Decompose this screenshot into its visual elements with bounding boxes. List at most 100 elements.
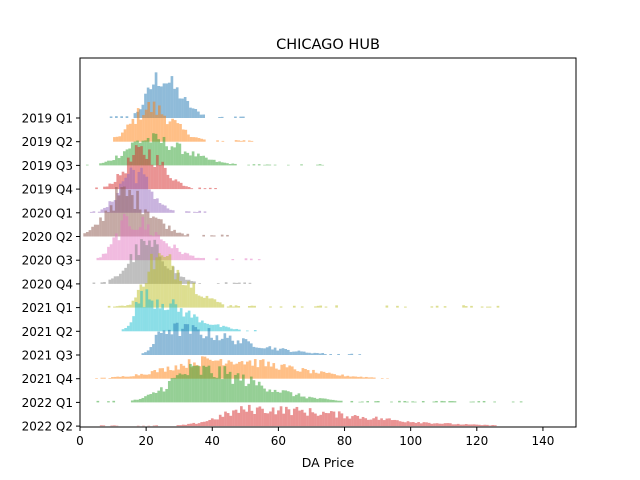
histogram-bar [169, 209, 172, 213]
histogram-bar [289, 392, 293, 403]
histogram-bar [197, 153, 200, 166]
histogram-bar [347, 354, 351, 355]
histogram-bar [398, 421, 402, 427]
histogram-bar [210, 373, 213, 403]
histogram-bar [318, 353, 322, 355]
histogram-bar [411, 401, 414, 403]
histogram-bar [167, 225, 171, 237]
histogram-bar [132, 262, 135, 284]
histogram-bar [99, 217, 102, 237]
histogram-bar [184, 285, 188, 308]
histogram-bar [244, 386, 248, 403]
histogram-bar [274, 414, 278, 427]
histogram-bar [153, 370, 157, 379]
histogram-bar [185, 312, 188, 332]
histogram-bar [306, 415, 309, 427]
histogram-bar [154, 72, 158, 118]
histogram-bar [273, 347, 277, 355]
histogram-bar [128, 189, 131, 237]
histogram-bar [365, 376, 368, 379]
histogram-bar [123, 305, 127, 308]
histogram-bar [239, 343, 243, 355]
histogram-bar [449, 423, 452, 427]
histogram-bar [253, 359, 257, 379]
histogram-bar [230, 361, 233, 379]
histogram-bar [350, 400, 354, 403]
histogram-bar [454, 424, 457, 427]
histogram-bar [443, 401, 446, 403]
histogram-bar [202, 155, 205, 166]
histogram-bar [197, 257, 200, 261]
histogram-bar [195, 294, 198, 308]
histogram-bar [150, 164, 154, 190]
histogram-bar [453, 401, 457, 403]
histogram-bar [161, 161, 164, 190]
histogram-bar [96, 400, 100, 403]
histogram-bar [131, 300, 135, 308]
histogram-bar [121, 270, 125, 284]
histogram-bar [201, 320, 204, 332]
histogram-bar [109, 205, 113, 237]
histogram-bar [220, 162, 224, 166]
histogram-bar [112, 210, 116, 237]
histogram-bar [222, 325, 225, 332]
histogram-bar [486, 424, 489, 427]
histogram-bar [158, 105, 161, 142]
histogram-bar [190, 317, 194, 332]
histogram-bar [152, 133, 155, 166]
histogram-bar [113, 376, 117, 379]
histogram-bar [163, 256, 166, 308]
histogram-bar [173, 88, 176, 118]
histogram-bar [343, 376, 347, 379]
histogram-bar [145, 245, 149, 284]
histogram-bar [138, 398, 142, 403]
histogram-bar [252, 164, 256, 166]
histogram-bar [205, 421, 209, 427]
histogram-bar [247, 404, 251, 427]
histogram-bar [203, 421, 206, 427]
histogram-bar [271, 407, 275, 427]
histogram-bar [351, 416, 354, 427]
histogram-bar [113, 181, 117, 190]
histogram-bar [91, 226, 94, 237]
histogram-bar [186, 152, 190, 166]
histogram-bar [413, 401, 417, 403]
histogram-bar [199, 258, 203, 261]
histogram-bar [128, 226, 131, 261]
histogram-bar [197, 295, 201, 308]
histogram-bar [146, 350, 150, 355]
histogram-bar [128, 148, 131, 166]
histogram-bar [142, 286, 145, 308]
histogram-bar [146, 224, 150, 261]
histogram-bar [132, 169, 135, 213]
histogram-bar [101, 162, 105, 166]
histogram-bar [177, 181, 180, 190]
histogram-bar [186, 324, 190, 355]
histogram-bar [148, 240, 151, 284]
histogram-bar [197, 329, 200, 355]
histogram-bar [173, 244, 176, 261]
histogram-bar [314, 372, 318, 379]
histogram-bar [85, 232, 89, 237]
histogram-bar [199, 374, 203, 403]
histogram-bar [216, 419, 219, 427]
histogram-bar [237, 306, 241, 308]
histogram-bar [242, 338, 245, 355]
x-tick-label: 80 [337, 434, 352, 448]
histogram-bar [174, 365, 178, 379]
histogram-bar [340, 413, 344, 427]
histogram-bar [197, 111, 200, 118]
histogram-bar [173, 377, 176, 403]
histogram-bar [370, 377, 373, 379]
histogram-bar [126, 376, 130, 379]
histogram-bar [480, 425, 484, 427]
histogram-bar [240, 140, 243, 142]
histogram-bar [456, 423, 460, 427]
histogram-bar [218, 414, 222, 427]
histogram-bar [140, 239, 143, 284]
histogram-bar [93, 224, 97, 237]
histogram-bar [161, 368, 164, 379]
histogram-bar [242, 409, 246, 427]
histogram-bar [214, 188, 217, 190]
histogram-bar [156, 155, 159, 190]
